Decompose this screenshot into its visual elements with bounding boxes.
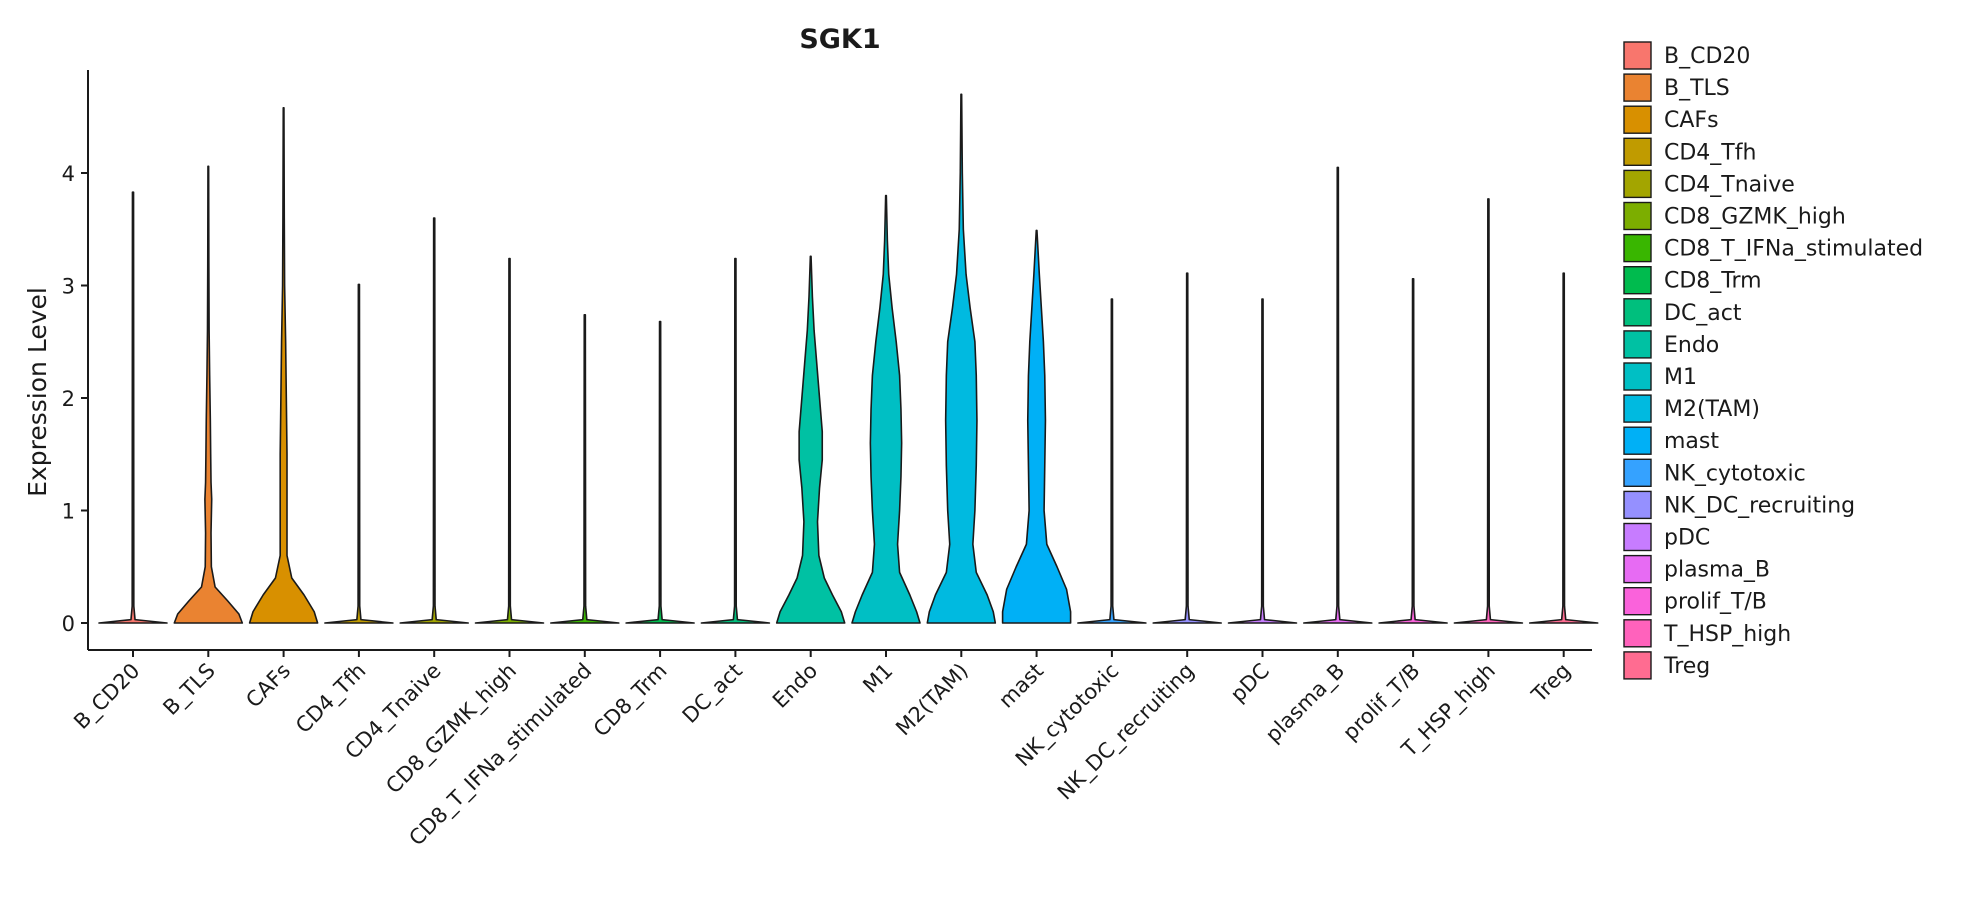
- x-tick-label: CAFs: [241, 659, 295, 713]
- legend-label: CD4_Tfh: [1664, 140, 1756, 165]
- legend-swatch: [1623, 554, 1652, 584]
- legend-label: B_TLS: [1664, 76, 1730, 101]
- y-tick-label: 3: [62, 275, 75, 299]
- x-tick-label: CD8_GZMK_high: [381, 659, 521, 799]
- legend-label: plasma_B: [1664, 558, 1770, 583]
- y-tick-label: 2: [62, 387, 75, 411]
- x-tick-label: plasma_B: [1261, 659, 1350, 748]
- legend-label: pDC: [1664, 526, 1710, 551]
- x-tick-label: Endo: [768, 659, 822, 713]
- violin-Treg: [1528, 272, 1599, 624]
- legend-swatch: [1623, 266, 1652, 295]
- legend-swatch: [1623, 362, 1652, 391]
- y-axis-label: Expression Level: [23, 287, 52, 497]
- x-tick-label: B_TLS: [158, 659, 220, 721]
- violin-B_CD20: [98, 191, 168, 624]
- legend-label: NK_cytotoxic: [1664, 461, 1806, 486]
- violin-plasma_B: [1303, 166, 1373, 624]
- x-tick-label: CD4_Tfh: [291, 659, 371, 739]
- x-tick-label: M2(TAM): [891, 659, 973, 741]
- x-tick-label: pDC: [1226, 659, 1274, 707]
- violin-NK_DC_recruiting: [1152, 272, 1222, 624]
- legend-swatch: [1623, 522, 1652, 552]
- legend-swatch: [1623, 298, 1652, 327]
- x-tick-label: DC_act: [678, 659, 748, 729]
- legend-label: M2(TAM): [1664, 397, 1760, 422]
- legend-label: CD4_Tnaive: [1664, 172, 1795, 197]
- x-tick-label: mast: [994, 659, 1048, 713]
- legend-swatch: [1623, 233, 1652, 263]
- legend-swatch: [1623, 105, 1652, 134]
- legend-swatch: [1623, 490, 1652, 520]
- violin-mast: [1001, 229, 1072, 624]
- legend-label: CD8_GZMK_high: [1664, 205, 1846, 230]
- legend: B_CD20 B_TLS CAFs CD4_Tfh CD4_Tnaive CD8_GZMK…: [1623, 41, 1923, 680]
- legend-swatch: [1623, 73, 1652, 102]
- x-tick-label: B_CD20: [69, 659, 145, 735]
- legend-label: Endo: [1664, 333, 1719, 358]
- violin-prolif_T/B: [1378, 277, 1448, 624]
- legend-label: Treg: [1663, 654, 1710, 679]
- violin-DC_act: [700, 257, 771, 624]
- violin-pDC: [1227, 298, 1298, 624]
- x-tick-label: Treg: [1526, 659, 1575, 708]
- legend-swatch: [1623, 330, 1652, 359]
- violin-CD4_Tfh: [324, 283, 394, 624]
- legend-label: CD8_T_IFNa_stimulated: [1664, 237, 1923, 262]
- x-tick-label: NK_DC_recruiting: [1053, 659, 1200, 806]
- legend-swatch: [1623, 41, 1652, 70]
- legend-swatch: [1623, 458, 1652, 487]
- legend-label: mast: [1664, 429, 1719, 454]
- legend-label: M1: [1664, 365, 1697, 390]
- violin-CAFs: [248, 106, 319, 624]
- legend-swatch: [1623, 201, 1652, 231]
- legend-label: CD8_Trm: [1664, 269, 1762, 294]
- legend-swatch: [1623, 137, 1652, 167]
- legend-swatch: [1623, 426, 1652, 455]
- legend-swatch: [1623, 169, 1652, 199]
- legend-label: T_HSP_high: [1663, 622, 1791, 647]
- legend-swatch: [1623, 394, 1652, 423]
- legend-label: CAFs: [1664, 108, 1719, 133]
- violin-Endo: [775, 255, 846, 624]
- legend-label: prolif_T/B: [1664, 590, 1767, 615]
- y-tick-label: 1: [62, 500, 75, 524]
- violin-CD4_Tnaive: [399, 217, 469, 624]
- legend-swatch: [1623, 651, 1652, 680]
- x-tick-label: M1: [858, 659, 897, 698]
- legend-label: DC_act: [1664, 301, 1742, 326]
- x-tick-label: CD8_Trm: [589, 659, 673, 743]
- violin-M1: [851, 194, 921, 624]
- legend-label: B_CD20: [1664, 44, 1750, 69]
- violin-T_HSP_high: [1453, 198, 1524, 624]
- violin-NK_cytotoxic: [1077, 298, 1147, 624]
- violin-M2(TAM): [926, 93, 997, 624]
- violin-CD8_GZMK_high: [474, 257, 545, 624]
- violin-B_TLS: [173, 165, 244, 624]
- y-tick-label: 4: [62, 162, 75, 186]
- legend-swatch: [1623, 587, 1652, 616]
- chart-title: SGK1: [799, 24, 880, 55]
- legend-label: NK_DC_recruiting: [1664, 493, 1855, 518]
- violin-CD8_Trm: [625, 320, 695, 624]
- legend-swatch: [1623, 619, 1652, 648]
- violin-CD8_T_IFNa_stimulated: [550, 313, 620, 624]
- y-tick-label: 0: [62, 612, 75, 636]
